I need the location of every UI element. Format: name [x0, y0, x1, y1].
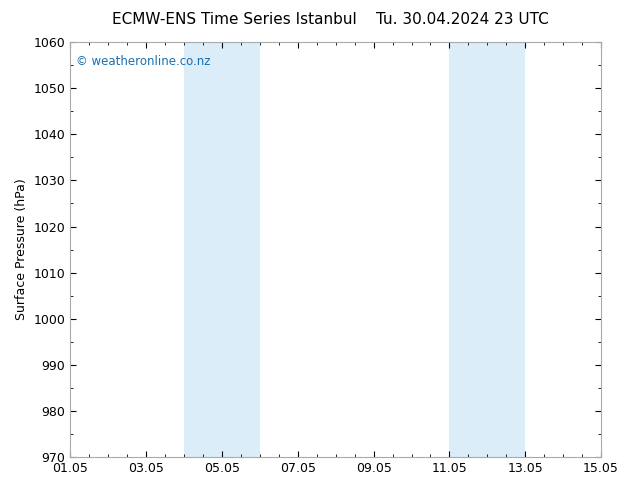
Bar — [450, 42, 525, 457]
Text: ECMW-ENS Time Series Istanbul: ECMW-ENS Time Series Istanbul — [112, 12, 357, 27]
Y-axis label: Surface Pressure (hPa): Surface Pressure (hPa) — [15, 179, 28, 320]
Text: © weatheronline.co.nz: © weatheronline.co.nz — [75, 54, 210, 68]
Text: Tu. 30.04.2024 23 UTC: Tu. 30.04.2024 23 UTC — [377, 12, 549, 27]
Bar — [184, 42, 260, 457]
